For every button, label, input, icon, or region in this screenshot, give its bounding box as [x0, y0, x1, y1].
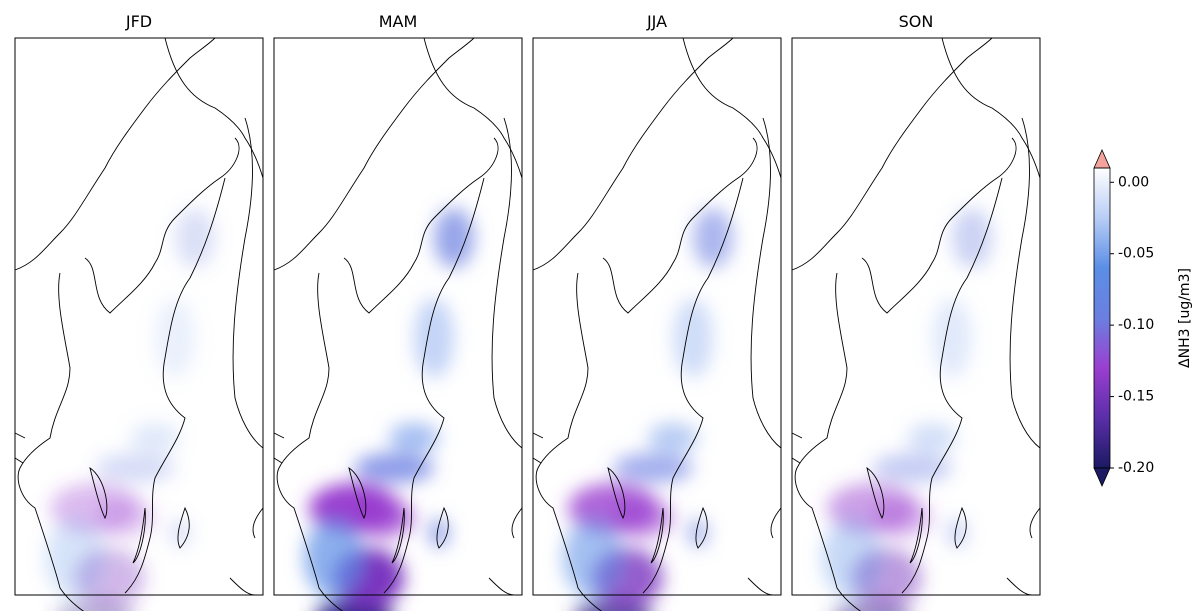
- map-panel: [273, 37, 523, 615]
- map-panel: [14, 37, 264, 615]
- panel-title: SON: [899, 12, 934, 31]
- panel-title: JFD: [125, 12, 152, 31]
- colorbar-tick-label: 0.00: [1118, 174, 1149, 190]
- panel-frame: [14, 37, 264, 596]
- map-panel: [532, 37, 782, 615]
- colorbar-tick-label: -0.15: [1118, 389, 1154, 405]
- panel-frame: [791, 37, 1041, 596]
- colorbar-under-arrow: [1093, 467, 1111, 487]
- colorbar-tick-label: -0.20: [1118, 460, 1154, 476]
- concentration-field: [822, 208, 992, 615]
- concentration-field: [563, 208, 733, 615]
- panel-title: JJA: [646, 12, 667, 31]
- colorbar: 0.00 -0.05 -0.10 -0.15 -0.20 ΔNH3 [ug/m3]: [1093, 149, 1193, 487]
- panel-frame: [273, 37, 523, 596]
- colorbar-tick-label: -0.10: [1118, 317, 1154, 333]
- panel-title: MAM: [379, 12, 418, 31]
- panel-frame: [532, 37, 782, 596]
- colorbar-gradient: [1094, 168, 1110, 468]
- colorbar-over-arrow: [1093, 149, 1111, 169]
- map-panel: [791, 37, 1041, 615]
- colorbar-tick-label: -0.05: [1118, 246, 1154, 262]
- colorbar-frame: [1093, 167, 1111, 469]
- colorbar-label: ΔNH3 [ug/m3]: [1177, 268, 1193, 368]
